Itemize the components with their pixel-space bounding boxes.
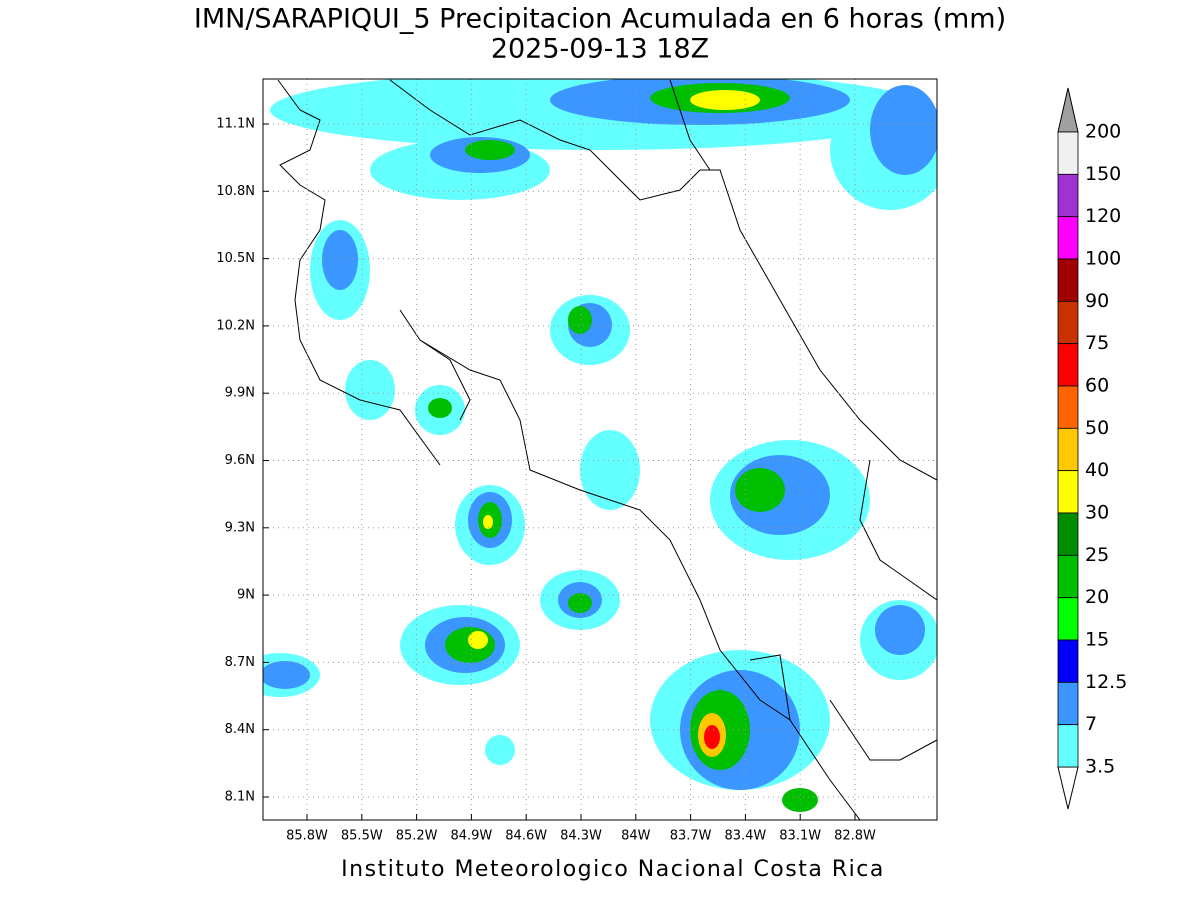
- colorbar-label: 15: [1085, 629, 1109, 651]
- x-tick-label: 84.9W: [450, 829, 492, 844]
- colorbar-label: 90: [1085, 290, 1109, 312]
- colorbar-under: [1057, 766, 1079, 810]
- colorbar-segment: [1057, 343, 1079, 387]
- x-tick-label: 85.5W: [341, 829, 383, 844]
- colorbar-label: 100: [1085, 248, 1121, 270]
- x-tick-label: 85.8W: [286, 829, 328, 844]
- x-tick-label: 84W: [621, 829, 651, 844]
- colorbar-segment: [1057, 597, 1079, 641]
- precip-light: [263, 79, 937, 790]
- colorbar-label: 60: [1085, 375, 1109, 397]
- colorbar-label: 3.5: [1085, 756, 1115, 778]
- colorbar-label: 150: [1085, 163, 1121, 185]
- colorbar-segment: [1057, 724, 1079, 768]
- y-tick-label: 10.5N: [216, 251, 255, 266]
- coastline: [277, 79, 937, 820]
- colorbar-label: 7: [1085, 713, 1097, 735]
- colorbar-label: 30: [1085, 502, 1109, 524]
- title: IMN/SARAPIQUI_5 Precipitacion Acumulada …: [194, 4, 1006, 35]
- colorbar-segment: [1057, 131, 1079, 175]
- x-tick-label: 83.1W: [779, 829, 821, 844]
- colorbar-segment: [1057, 554, 1079, 599]
- colorbar-segment: [1057, 639, 1079, 683]
- footer: Instituto Meteorologico Nacional Costa R…: [341, 857, 885, 882]
- colorbar-label: 50: [1085, 417, 1109, 439]
- x-tick-label: 83.4W: [724, 829, 766, 844]
- colorbar-segment: [1057, 300, 1079, 345]
- x-tick-label: 85.2W: [396, 829, 438, 844]
- colorbar-label: 40: [1085, 459, 1109, 481]
- colorbar-label: 25: [1085, 544, 1109, 566]
- colorbar-label: 120: [1085, 205, 1121, 227]
- y-tick-label: 9.6N: [225, 453, 255, 468]
- y-tick-label: 9.3N: [225, 520, 255, 535]
- map-frame: [262, 78, 938, 821]
- y-tick-label: 8.7N: [225, 655, 255, 670]
- colorbar-segment: [1057, 512, 1079, 556]
- x-tick-label: 84.3W: [560, 829, 602, 844]
- colorbar-segment: [1057, 681, 1079, 726]
- colorbar-segment: [1057, 385, 1079, 429]
- subtitle: 2025-09-13 18Z: [491, 34, 709, 65]
- colorbar-segment: [1057, 470, 1079, 514]
- colorbar-segment: [1057, 173, 1079, 218]
- y-tick-label: 8.1N: [225, 790, 255, 805]
- colorbar-label: 200: [1085, 121, 1121, 143]
- y-tick-label: 10.2N: [216, 318, 255, 333]
- colorbar-segment: [1057, 258, 1079, 302]
- colorbar-over: [1057, 87, 1079, 133]
- colorbar-segment: [1057, 216, 1079, 260]
- x-tick-label: 83.7W: [670, 829, 712, 844]
- colorbar-label: 12.5: [1085, 671, 1127, 693]
- y-tick-label: 9.9N: [225, 386, 255, 401]
- precip-intense: [468, 90, 760, 757]
- y-tick-label: 11.1N: [216, 117, 255, 132]
- precip-field: [263, 79, 937, 820]
- y-tick-label: 8.4N: [225, 722, 255, 737]
- x-tick-label: 84.6W: [505, 829, 547, 844]
- colorbar-segment: [1057, 427, 1079, 472]
- colorbar-label: 75: [1085, 332, 1109, 354]
- graticule: 85.8W 85.5W 85.2W 84.9W 84.6W 84.3W 84W 83.7W 83…: [216, 79, 937, 844]
- colorbar-label: 20: [1085, 586, 1109, 608]
- y-tick-label: 10.8N: [216, 184, 255, 199]
- y-tick-label: 9N: [237, 588, 255, 603]
- colorbar: 200 150 120 100 90 75 60 50 40 30 25 20 15 12.5 7 3.5: [1057, 87, 1127, 810]
- x-tick-label: 82.8W: [834, 829, 876, 844]
